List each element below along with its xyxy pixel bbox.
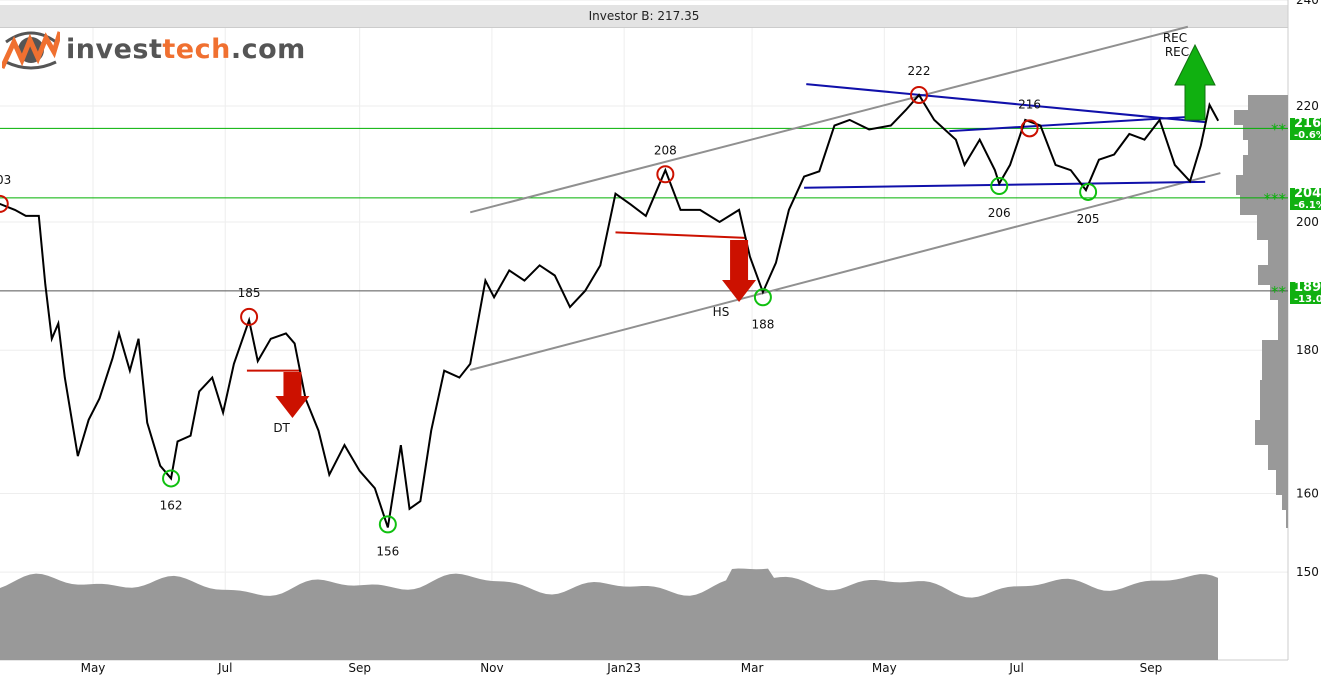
y-tick-label: 160 [1296,487,1319,501]
chart-title: Investor B: 217.35 [0,5,1288,28]
top-marker [1020,119,1039,138]
volume-profile-bar [1236,175,1288,195]
top-marker [0,194,9,213]
volume-profile-bar [1282,495,1288,510]
bottom-label: 206 [988,206,1011,220]
x-tick-label: Jul [217,661,232,675]
level-value: 204 [1294,186,1321,201]
y-tick-label: 200 [1296,215,1319,229]
volume-profile-bar [1278,300,1288,340]
bottom-marker [1079,182,1098,201]
top-marker [240,307,259,326]
x-tick-label: Mar [741,661,764,675]
bottom-marker [753,288,772,307]
level-value: 216 [1294,116,1321,131]
level-value: 189 [1294,280,1321,295]
top-label: 203 [0,173,11,187]
level-box-216: 216-0.6% [1290,116,1321,141]
x-tick-label: Jul [1008,661,1023,675]
bottom-marker [378,515,397,534]
volume-profile-bar [1243,155,1288,175]
logo-text-domain: .com [230,33,306,65]
volume-profile-bar [1268,445,1288,470]
channel-line [469,25,1189,214]
x-tick-label: Sep [348,661,371,675]
y-tick-label: 180 [1296,343,1319,357]
signal-label: DT [273,421,290,435]
bottom-label: 205 [1077,212,1100,226]
bottom-label: 188 [751,317,774,331]
logo-eye-icon [2,31,60,70]
x-tick-label: May [81,661,106,675]
level-box-189: 189-13.0% [1290,280,1321,305]
price-line [0,93,1220,528]
volume-profile-bar [1268,240,1288,265]
volume-profile-bar [1286,510,1288,528]
bottom-marker [990,177,1009,196]
signal-label: HS [713,305,730,319]
y-tick-label: 150 [1296,565,1319,579]
volume-profile-bar [1276,470,1288,495]
signal-label: REC [1165,45,1189,59]
level-stars: ** [1271,283,1287,301]
volume-profile-bar [1255,420,1288,445]
volume-profile-bar [1260,380,1288,420]
x-tick-label: Jan23 [606,661,641,675]
level-stars: *** [1264,190,1287,208]
top-marker [656,165,675,184]
y-tick-label: 220 [1296,99,1319,113]
bottom-label: 156 [376,544,399,558]
top-label: 208 [654,143,677,157]
volume-profile-bar [1270,285,1288,300]
top-label: 222 [908,64,931,78]
level-pct: -6.1% [1294,200,1321,211]
trend-line [949,114,1206,133]
logo-text-accent: tech [162,33,231,65]
top-marker [910,85,929,104]
top-label: 185 [238,286,261,300]
x-tick-label: Sep [1140,661,1163,675]
volume-profile-bar [1257,215,1288,240]
bottom-marker [162,469,181,488]
volume-profile-bar [1248,95,1288,110]
logo-text: invest [66,33,163,65]
signal-label: REC [1163,31,1187,45]
buy-arrow-icon [1174,43,1216,121]
x-tick-label: Nov [480,661,503,675]
trend-line [804,180,1206,189]
x-tick-label: May [872,661,897,675]
trend-line [806,83,1206,124]
volume-area [0,568,1218,660]
volume-profile-bar [1258,265,1288,285]
channel-line [469,172,1221,371]
investtech-logo: investtech.com [2,28,306,70]
volume-profile-bar [1234,110,1288,125]
volume-profile-bar [1240,195,1288,215]
sell-arrow-icon [275,372,310,418]
y-tick-label: 240 [1296,0,1319,7]
top-label: 216 [1018,97,1041,111]
level-pct: -0.6% [1294,130,1321,141]
sell-arrow-icon [722,240,757,302]
level-pct: -13.0% [1294,294,1321,305]
pattern-line [615,231,746,239]
volume-profile-bar [1248,140,1288,155]
level-stars: ** [1271,120,1287,138]
volume-profile-bar [1262,340,1288,380]
level-box-204: 204-6.1% [1290,186,1321,211]
bottom-label: 162 [160,498,183,512]
